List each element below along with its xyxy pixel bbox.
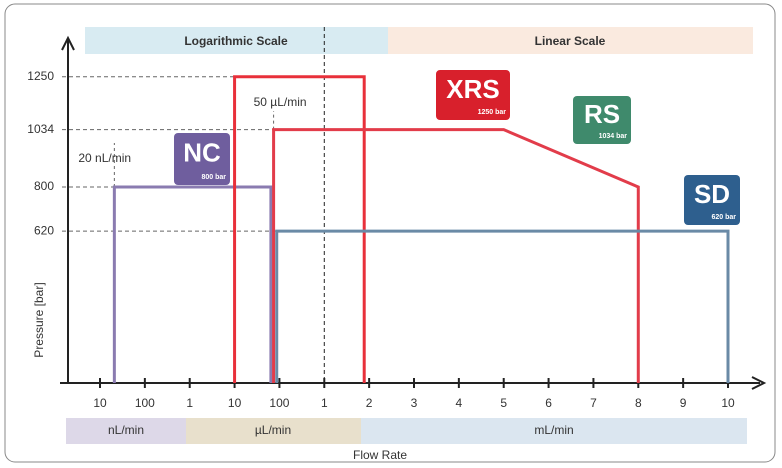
y-tick-label: 1250: [27, 69, 54, 83]
annotation: 50 µL/min: [254, 95, 307, 109]
badge: [174, 133, 230, 185]
series-line: [275, 229, 730, 383]
x-axis-title: Flow Rate: [353, 448, 407, 462]
annotation: 20 nL/min: [78, 151, 131, 165]
band-label: Linear Scale: [535, 34, 606, 48]
unit-label: mL/min: [534, 423, 573, 437]
x-tick-label: 9: [680, 396, 687, 410]
band-label: Logarithmic Scale: [184, 34, 288, 48]
x-tick-label: 8: [635, 396, 642, 410]
x-tick-label: 1: [321, 396, 328, 410]
x-arrow: [751, 376, 767, 390]
badge-sub: 1034 bar: [599, 133, 628, 140]
badge-sub: 800 bar: [201, 174, 226, 181]
y-arrow: [61, 35, 75, 51]
x-tick-label: 5: [500, 396, 507, 410]
unit-band: [361, 418, 747, 444]
badge-label: RS: [584, 99, 620, 129]
log-band: [85, 27, 388, 54]
x-tick-label: 10: [93, 396, 107, 410]
y-tick-label: 1034: [27, 122, 54, 136]
badge-label: XRS: [446, 74, 499, 104]
badge: [573, 96, 631, 144]
frame: [4, 3, 776, 463]
x-tick-label: 4: [456, 396, 463, 410]
y-axis-title: Pressure [bar]: [32, 282, 46, 357]
x-tick-label: 3: [411, 396, 418, 410]
badge-label: NC: [183, 138, 221, 168]
series-line: [112, 185, 273, 383]
badge: [684, 175, 740, 225]
x-tick-label: 100: [269, 396, 289, 410]
x-tick-label: 7: [590, 396, 597, 410]
badge-sub: 620 bar: [711, 214, 736, 221]
unit-label: nL/min: [108, 423, 144, 437]
x-tick-label: 10: [721, 396, 735, 410]
unit-band: [66, 418, 186, 444]
linear-band: [388, 27, 753, 54]
y-tick-label: 800: [34, 179, 54, 193]
x-tick-label: 100: [135, 396, 155, 410]
x-tick-label: 10: [228, 396, 242, 410]
badge: [436, 70, 510, 120]
unit-band: [186, 418, 361, 444]
series-line: [272, 128, 640, 383]
y-tick-label: 620: [34, 223, 54, 237]
badge-sub: 1250 bar: [478, 109, 507, 116]
unit-label: µL/min: [255, 423, 291, 437]
x-tick-label: 1: [186, 396, 193, 410]
x-tick-label: 6: [545, 396, 552, 410]
badge-label: SD: [694, 179, 730, 209]
x-tick-label: 2: [366, 396, 373, 410]
